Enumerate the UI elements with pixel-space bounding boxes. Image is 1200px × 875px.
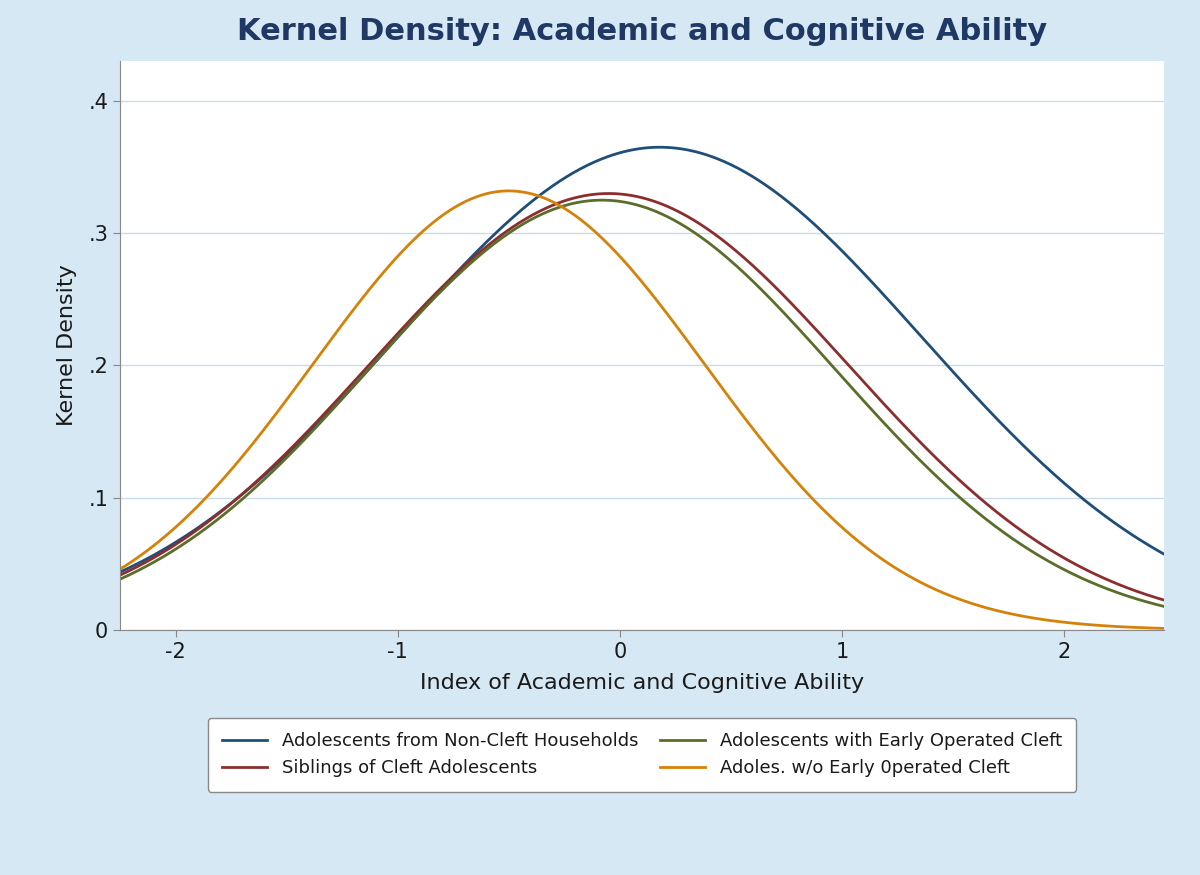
Adolescents with Early Operated Cleft [1157,601,1171,612]
Siblings of Cleft Adolescents [298,429,312,439]
Siblings of Cleft Adolescents [730,247,744,257]
Adolescents with Early Operated Cleft [900,443,914,453]
Adoles. w/o Early 0perated Cleft [382,262,396,272]
Adolescents from Non-Cleft Households [382,342,396,353]
Siblings of Cleft Adolescents [113,570,127,580]
Title: Kernel Density: Academic and Cognitive Ability: Kernel Density: Academic and Cognitive A… [236,18,1048,46]
Siblings of Cleft Adolescents [900,424,914,435]
Adolescents from Non-Cleft Households [900,316,914,326]
Adolescents with Early Operated Cleft [811,346,826,356]
Adoles. w/o Early 0perated Cleft [587,226,601,236]
Adoles. w/o Early 0perated Cleft [113,564,127,575]
Legend: Adolescents from Non-Cleft Households, Siblings of Cleft Adolescents, Adolescent: Adolescents from Non-Cleft Households, S… [208,718,1076,792]
Adoles. w/o Early 0perated Cleft [730,402,744,413]
Adolescents with Early Operated Cleft [730,261,744,271]
Adolescents with Early Operated Cleft [595,195,610,206]
Adolescents from Non-Cleft Households [1157,549,1171,559]
Adoles. w/o Early 0perated Cleft [1157,623,1171,634]
Adolescents from Non-Cleft Households [653,142,667,152]
Siblings of Cleft Adolescents [382,339,396,349]
Siblings of Cleft Adolescents [601,188,616,199]
Adolescents with Early Operated Cleft [298,434,312,444]
Line: Siblings of Cleft Adolescents: Siblings of Cleft Adolescents [120,193,1164,600]
X-axis label: Index of Academic and Cognitive Ability: Index of Academic and Cognitive Ability [420,673,864,693]
Line: Adoles. w/o Early 0perated Cleft: Adoles. w/o Early 0perated Cleft [120,191,1164,628]
Siblings of Cleft Adolescents [1157,595,1171,605]
Adolescents with Early Operated Cleft [382,342,396,353]
Adolescents from Non-Cleft Households [113,567,127,578]
Adolescents from Non-Cleft Households [811,223,826,234]
Siblings of Cleft Adolescents [586,189,600,200]
Adolescents with Early Operated Cleft [586,195,600,206]
Adolescents with Early Operated Cleft [113,574,127,584]
Line: Adolescents from Non-Cleft Households: Adolescents from Non-Cleft Households [120,147,1164,572]
Y-axis label: Kernel Density: Kernel Density [58,265,77,426]
Adolescents from Non-Cleft Households [586,158,600,168]
Line: Adolescents with Early Operated Cleft: Adolescents with Early Operated Cleft [120,200,1164,606]
Adoles. w/o Early 0perated Cleft [900,570,914,581]
Siblings of Cleft Adolescents [811,327,826,338]
Adoles. w/o Early 0perated Cleft [502,186,516,196]
Adoles. w/o Early 0perated Cleft [298,370,312,381]
Adolescents from Non-Cleft Households [730,163,744,173]
Adoles. w/o Early 0perated Cleft [811,500,826,511]
Adolescents from Non-Cleft Households [298,432,312,443]
